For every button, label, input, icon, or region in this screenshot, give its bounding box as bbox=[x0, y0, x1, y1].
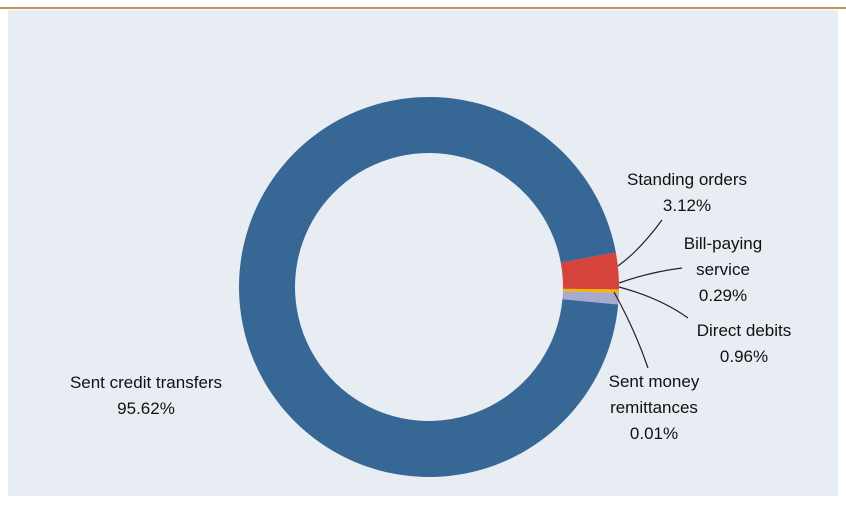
leader-lines bbox=[613, 219, 689, 369]
value-label: 3.12% bbox=[662, 196, 712, 215]
slice-label: Sent credit transfers 95.62% bbox=[36, 370, 256, 422]
value-label: 0.01% bbox=[629, 424, 679, 443]
donut-slice bbox=[562, 299, 619, 305]
slice-label: Standing orders 3.12% bbox=[597, 167, 777, 219]
slice-label: Direct debits 0.96% bbox=[674, 318, 814, 370]
donut-slice bbox=[239, 97, 619, 478]
leader-line bbox=[617, 219, 663, 267]
value-label: 0.29% bbox=[698, 286, 748, 305]
slice-label: Sent money remittances 0.01% bbox=[589, 369, 719, 447]
value-label: 95.62% bbox=[117, 399, 175, 418]
category-name: Sent money remittances bbox=[608, 372, 700, 417]
value-label: 0.96% bbox=[719, 347, 769, 366]
leader-line bbox=[618, 286, 689, 319]
category-name: Direct debits bbox=[696, 321, 792, 340]
category-name: Bill-paying service bbox=[683, 234, 763, 279]
donut-slice bbox=[560, 252, 619, 290]
top-rule bbox=[0, 7, 846, 9]
leader-line bbox=[618, 267, 683, 284]
donut-slice bbox=[562, 288, 619, 293]
category-name: Sent credit transfers bbox=[69, 373, 223, 392]
slice-label: Bill-paying service 0.29% bbox=[668, 231, 778, 309]
donut-slice bbox=[562, 291, 619, 305]
panel bbox=[8, 10, 838, 496]
leader-line bbox=[613, 291, 649, 369]
category-name: Standing orders bbox=[626, 170, 748, 189]
